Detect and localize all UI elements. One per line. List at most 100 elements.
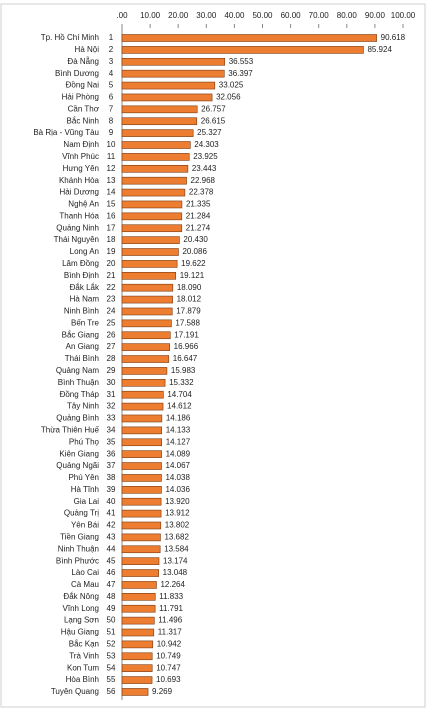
bar [121,260,178,268]
value-label: 10.749 [156,651,181,660]
rank-label: 43 [107,532,116,541]
bar [121,69,225,78]
category-label: Ninh Thuận [58,544,99,553]
value-label: 21.274 [186,223,211,232]
x-tick-label: 80.00 [337,11,358,20]
rank-label: 21 [107,271,116,280]
rank-label: 9 [109,128,114,137]
value-label: 14.127 [166,437,191,446]
category-label: An Giang [66,342,99,351]
value-label: 14.186 [166,414,191,423]
category-label: Hưng Yên [63,164,99,173]
category-label: Đồng Tháp [60,390,100,399]
value-label: 10.693 [156,675,181,684]
value-label: 24.303 [194,140,219,149]
value-label: 14.036 [165,485,190,494]
value-label: 20.430 [183,235,208,244]
x-tick-label: 40.00 [224,11,245,20]
bar [121,34,377,42]
value-label: 23.925 [193,152,218,161]
category-label: Bắc Ninh [67,116,99,125]
category-label: Phú Thọ [69,437,100,446]
category-label: Hải Phòng [62,93,99,102]
bar [121,200,183,209]
value-label: 12.264 [160,580,185,589]
x-tick-label: 70.00 [309,11,330,20]
category-label: Phú Yên [68,473,99,482]
value-label: 15.983 [171,366,196,375]
category-label: Lâm Đồng [62,259,99,268]
value-label: 22.968 [191,176,216,185]
bar [121,486,162,494]
rank-label: 23 [107,295,116,304]
bar [121,379,166,387]
category-label: Bình Dương [55,69,99,78]
category-label: Bình Thuận [58,378,99,387]
x-tick-label: 20.00 [168,11,189,20]
value-label: 10.747 [156,663,181,672]
category-label: Nghệ An [68,200,99,209]
rank-label: 40 [107,497,116,506]
bar [121,93,213,102]
category-label: Đắk Nông [63,592,99,601]
value-label: 17.879 [176,307,201,316]
bar [121,307,173,316]
rank-label: 22 [107,283,116,292]
category-label: Hậu Giang [61,628,99,637]
category-label: Tây Ninh [67,402,99,411]
bar [121,212,183,221]
bar [121,676,153,684]
category-label: Bắc Kạn [69,639,99,648]
category-label: Vĩnh Phúc [62,152,99,161]
bar [121,319,172,328]
rank-label: 4 [109,69,114,78]
value-label: 14.612 [167,402,192,411]
category-label: Tp. Hồ Chí Minh [41,33,99,42]
rank-label: 14 [107,188,116,197]
rank-label: 16 [107,211,116,220]
category-label: Thanh Hóa [59,211,99,220]
bar [121,414,163,423]
value-label: 14.038 [165,473,190,482]
bar [121,283,174,292]
bar [121,224,183,233]
bar [121,652,153,661]
rank-label: 29 [107,366,116,375]
category-label: Vĩnh Long [63,604,99,613]
rank-label: 3 [109,57,114,66]
rank-label: 34 [107,425,116,434]
category-label: Quảng Trị [64,509,99,518]
category-label: Cần Thơ [68,104,100,113]
category-label: Gia Lai [74,497,100,506]
rank-label: 31 [107,390,116,399]
category-label: Long An [70,247,99,256]
bar [121,153,190,161]
rank-label: 17 [107,223,116,232]
category-label: Đà Nẵng [67,57,99,66]
value-label: 13.682 [164,532,189,541]
value-label: 13.912 [165,509,190,518]
value-label: 16.966 [174,342,199,351]
value-label: 22.378 [189,188,214,197]
category-label: Hà Nam [70,295,100,304]
rank-label: 53 [107,651,116,660]
rank-label: 49 [107,604,116,613]
rank-label: 2 [109,45,114,54]
bar [121,57,226,66]
value-label: 36.553 [229,57,254,66]
category-label: Ninh Bình [64,307,99,316]
bar [121,390,164,399]
category-label: Thừa Thiên Huế [41,425,100,434]
rank-label: 44 [107,544,116,553]
category-label: Nam Định [63,140,99,149]
category-label: Lạng Sơn [64,616,99,625]
value-label: 13.802 [165,521,190,530]
value-label: 18.012 [177,295,202,304]
bar [121,450,162,458]
value-label: 85.924 [367,45,392,54]
x-tick-label: 90.00 [365,11,386,20]
value-label: 21.284 [186,211,211,220]
x-tick-label: 10.00 [140,11,161,20]
category-label: Hòa Bình [66,675,99,684]
category-label: Bà Rịa - Vũng Tàu [33,128,99,137]
